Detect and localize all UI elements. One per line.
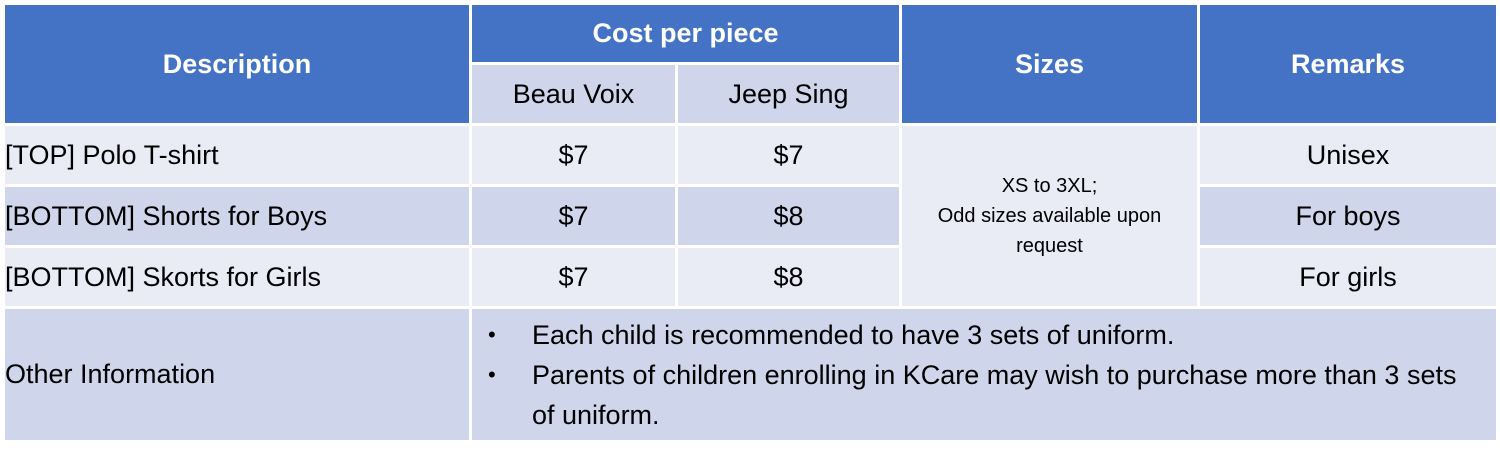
header-jeep-sing: Jeep Sing: [675, 62, 902, 126]
table-row: [TOP] Polo T-shirt $7 $7 XS to 3XL; Odd …: [2, 123, 1499, 309]
header-row-sub: Beau Voix Jeep Sing: [4, 62, 1498, 126]
header-beau-voix: Beau Voix: [469, 62, 678, 126]
item-description: [TOP] Polo T-shirt: [2, 123, 472, 187]
price-jeep-sing: $8: [675, 245, 902, 309]
header-sizes: Sizes: [899, 2, 1200, 126]
item-description: [BOTTOM] Shorts for Boys: [2, 184, 472, 248]
bullet-text: Parents of children enrolling in KCare m…: [532, 359, 1457, 430]
table-row: [BOTTOM] Shorts for Boys $7 $8 For boys: [2, 184, 1499, 248]
sizes-note: XS to 3XL; Odd sizes available upon requ…: [899, 123, 1200, 309]
other-information-content: • Each child is recommended to have 3 set…: [469, 306, 1499, 443]
other-information-list: • Each child is recommended to have 3 set…: [472, 315, 1496, 435]
item-remarks: Unisex: [1197, 123, 1499, 187]
price-beau-voix: $7: [469, 123, 678, 187]
bullet-text: Each child is recommended to have 3 sets…: [532, 319, 1175, 350]
other-information-row: Other Information • Each child is recomme…: [2, 306, 1499, 443]
item-remarks: For boys: [1197, 184, 1499, 248]
item-remarks: For girls: [1197, 245, 1499, 309]
price-jeep-sing: $8: [675, 184, 902, 248]
header-remarks: Remarks: [1197, 2, 1499, 126]
price-jeep-sing: $7: [675, 123, 902, 187]
bullet-glyph: •: [488, 361, 496, 387]
sizes-note-line-1: XS to 3XL;: [1001, 175, 1098, 197]
list-item: • Each child is recommended to have 3 set…: [472, 315, 1486, 355]
price-beau-voix: $7: [469, 245, 678, 309]
header-row-top: Description Cost per piece Sizes Remarks: [2, 2, 1499, 126]
header-description: Description: [2, 2, 472, 126]
item-description: [BOTTOM] Skorts for Girls: [2, 245, 472, 309]
table-row: [BOTTOM] Skorts for Girls $7 $8 For girl…: [2, 245, 1499, 309]
header-cost-per-piece: Cost per piece: [469, 2, 902, 65]
price-beau-voix: $7: [469, 184, 678, 248]
list-item: • Parents of children enrolling in KCare …: [472, 355, 1486, 435]
bullet-glyph: •: [488, 321, 496, 347]
other-information-label: Other Information: [2, 306, 472, 443]
sizes-note-line-2: Odd sizes available upon request: [937, 205, 1162, 257]
uniform-pricing-table: Description Cost per piece Sizes Remarks…: [2, 2, 1499, 443]
